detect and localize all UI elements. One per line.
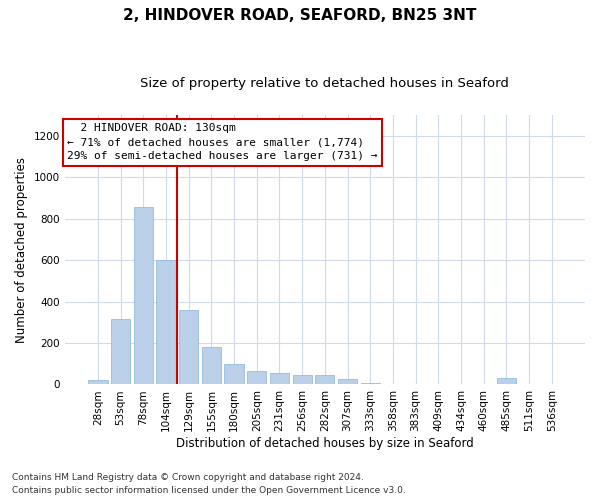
Bar bbox=[338, 380, 357, 384]
Text: 2 HINDOVER ROAD: 130sqm  
← 71% of detached houses are smaller (1,774)
29% of se: 2 HINDOVER ROAD: 130sqm ← 71% of detache… bbox=[67, 124, 378, 162]
Bar bbox=[202, 347, 221, 385]
Bar bbox=[157, 260, 176, 384]
Bar bbox=[270, 373, 289, 384]
Bar bbox=[224, 364, 244, 384]
Bar bbox=[111, 319, 130, 384]
Bar bbox=[88, 380, 107, 384]
Bar bbox=[315, 375, 334, 384]
Bar bbox=[247, 371, 266, 384]
Text: Contains public sector information licensed under the Open Government Licence v3: Contains public sector information licen… bbox=[12, 486, 406, 495]
Y-axis label: Number of detached properties: Number of detached properties bbox=[15, 157, 28, 343]
X-axis label: Distribution of detached houses by size in Seaford: Distribution of detached houses by size … bbox=[176, 437, 474, 450]
Title: Size of property relative to detached houses in Seaford: Size of property relative to detached ho… bbox=[140, 78, 509, 90]
Bar bbox=[134, 208, 153, 384]
Bar bbox=[293, 375, 312, 384]
Text: Contains HM Land Registry data © Crown copyright and database right 2024.: Contains HM Land Registry data © Crown c… bbox=[12, 472, 364, 482]
Text: 2, HINDOVER ROAD, SEAFORD, BN25 3NT: 2, HINDOVER ROAD, SEAFORD, BN25 3NT bbox=[124, 8, 476, 22]
Bar bbox=[497, 378, 516, 384]
Bar bbox=[179, 310, 199, 384]
